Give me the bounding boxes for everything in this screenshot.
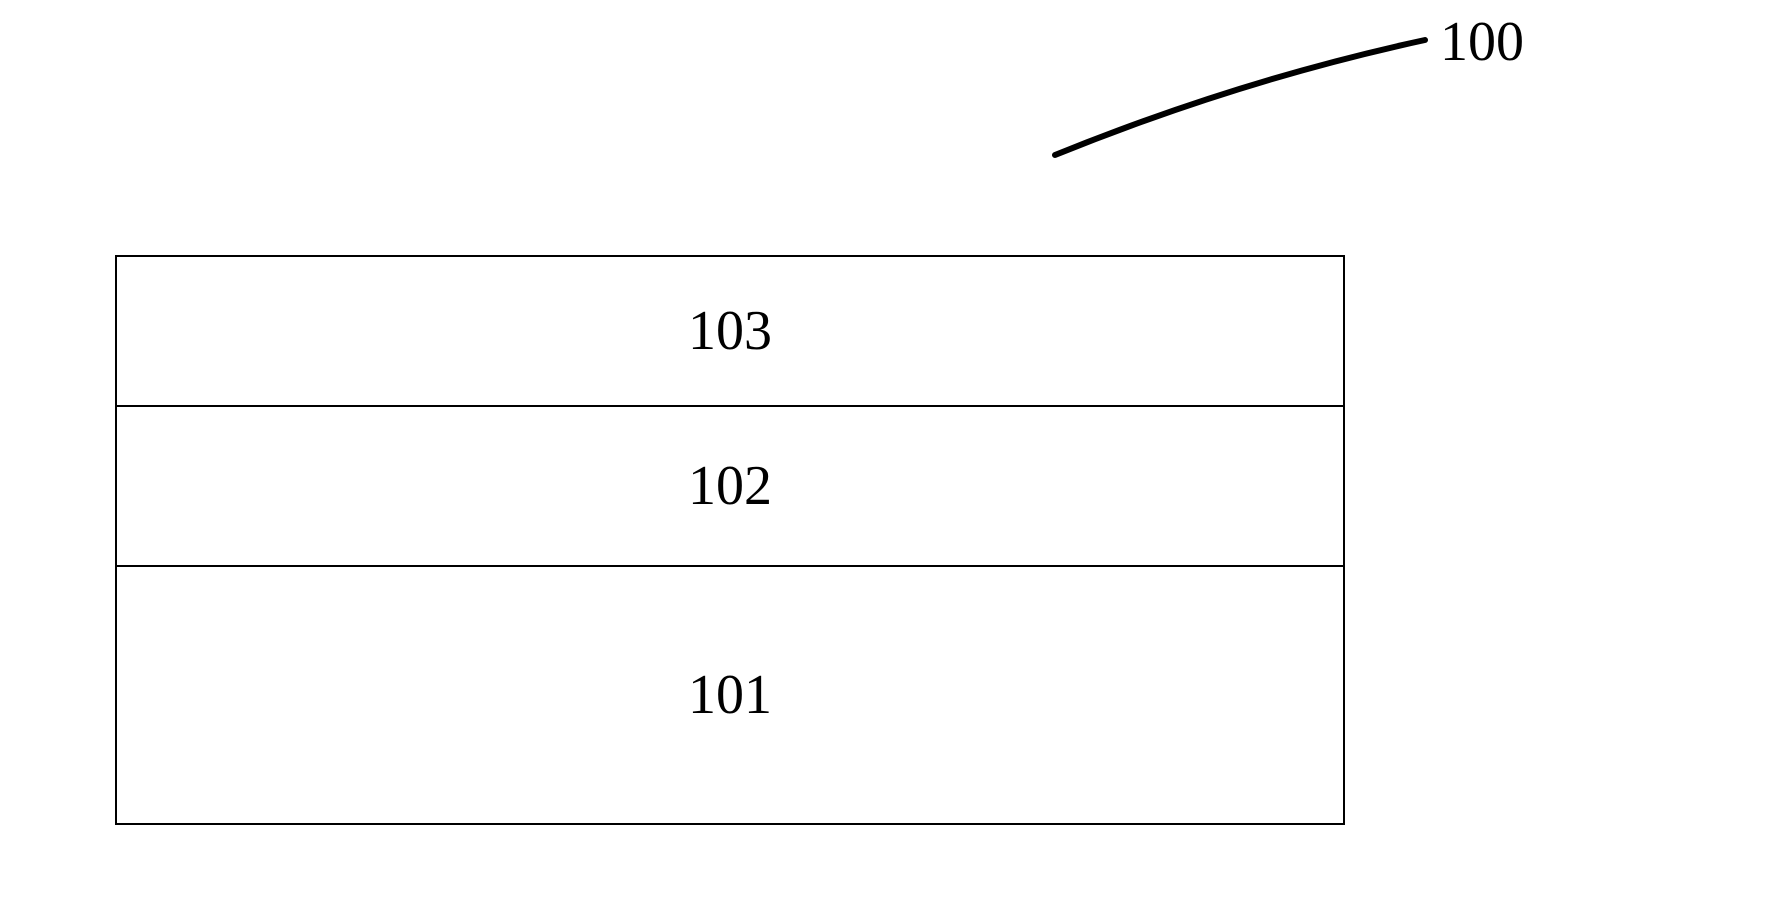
diagram-canvas: 103 102 101 100 (0, 0, 1788, 922)
assembly-leader-curve (1030, 20, 1440, 160)
assembly-label: 100 (1440, 10, 1524, 74)
layer-103: 103 (117, 255, 1343, 405)
layer-102: 102 (117, 405, 1343, 565)
layer-label-102: 102 (688, 454, 772, 518)
layer-label-103: 103 (688, 299, 772, 363)
layer-101: 101 (117, 565, 1343, 825)
layer-label-101: 101 (688, 663, 772, 727)
layer-stack: 103 102 101 (115, 255, 1345, 825)
